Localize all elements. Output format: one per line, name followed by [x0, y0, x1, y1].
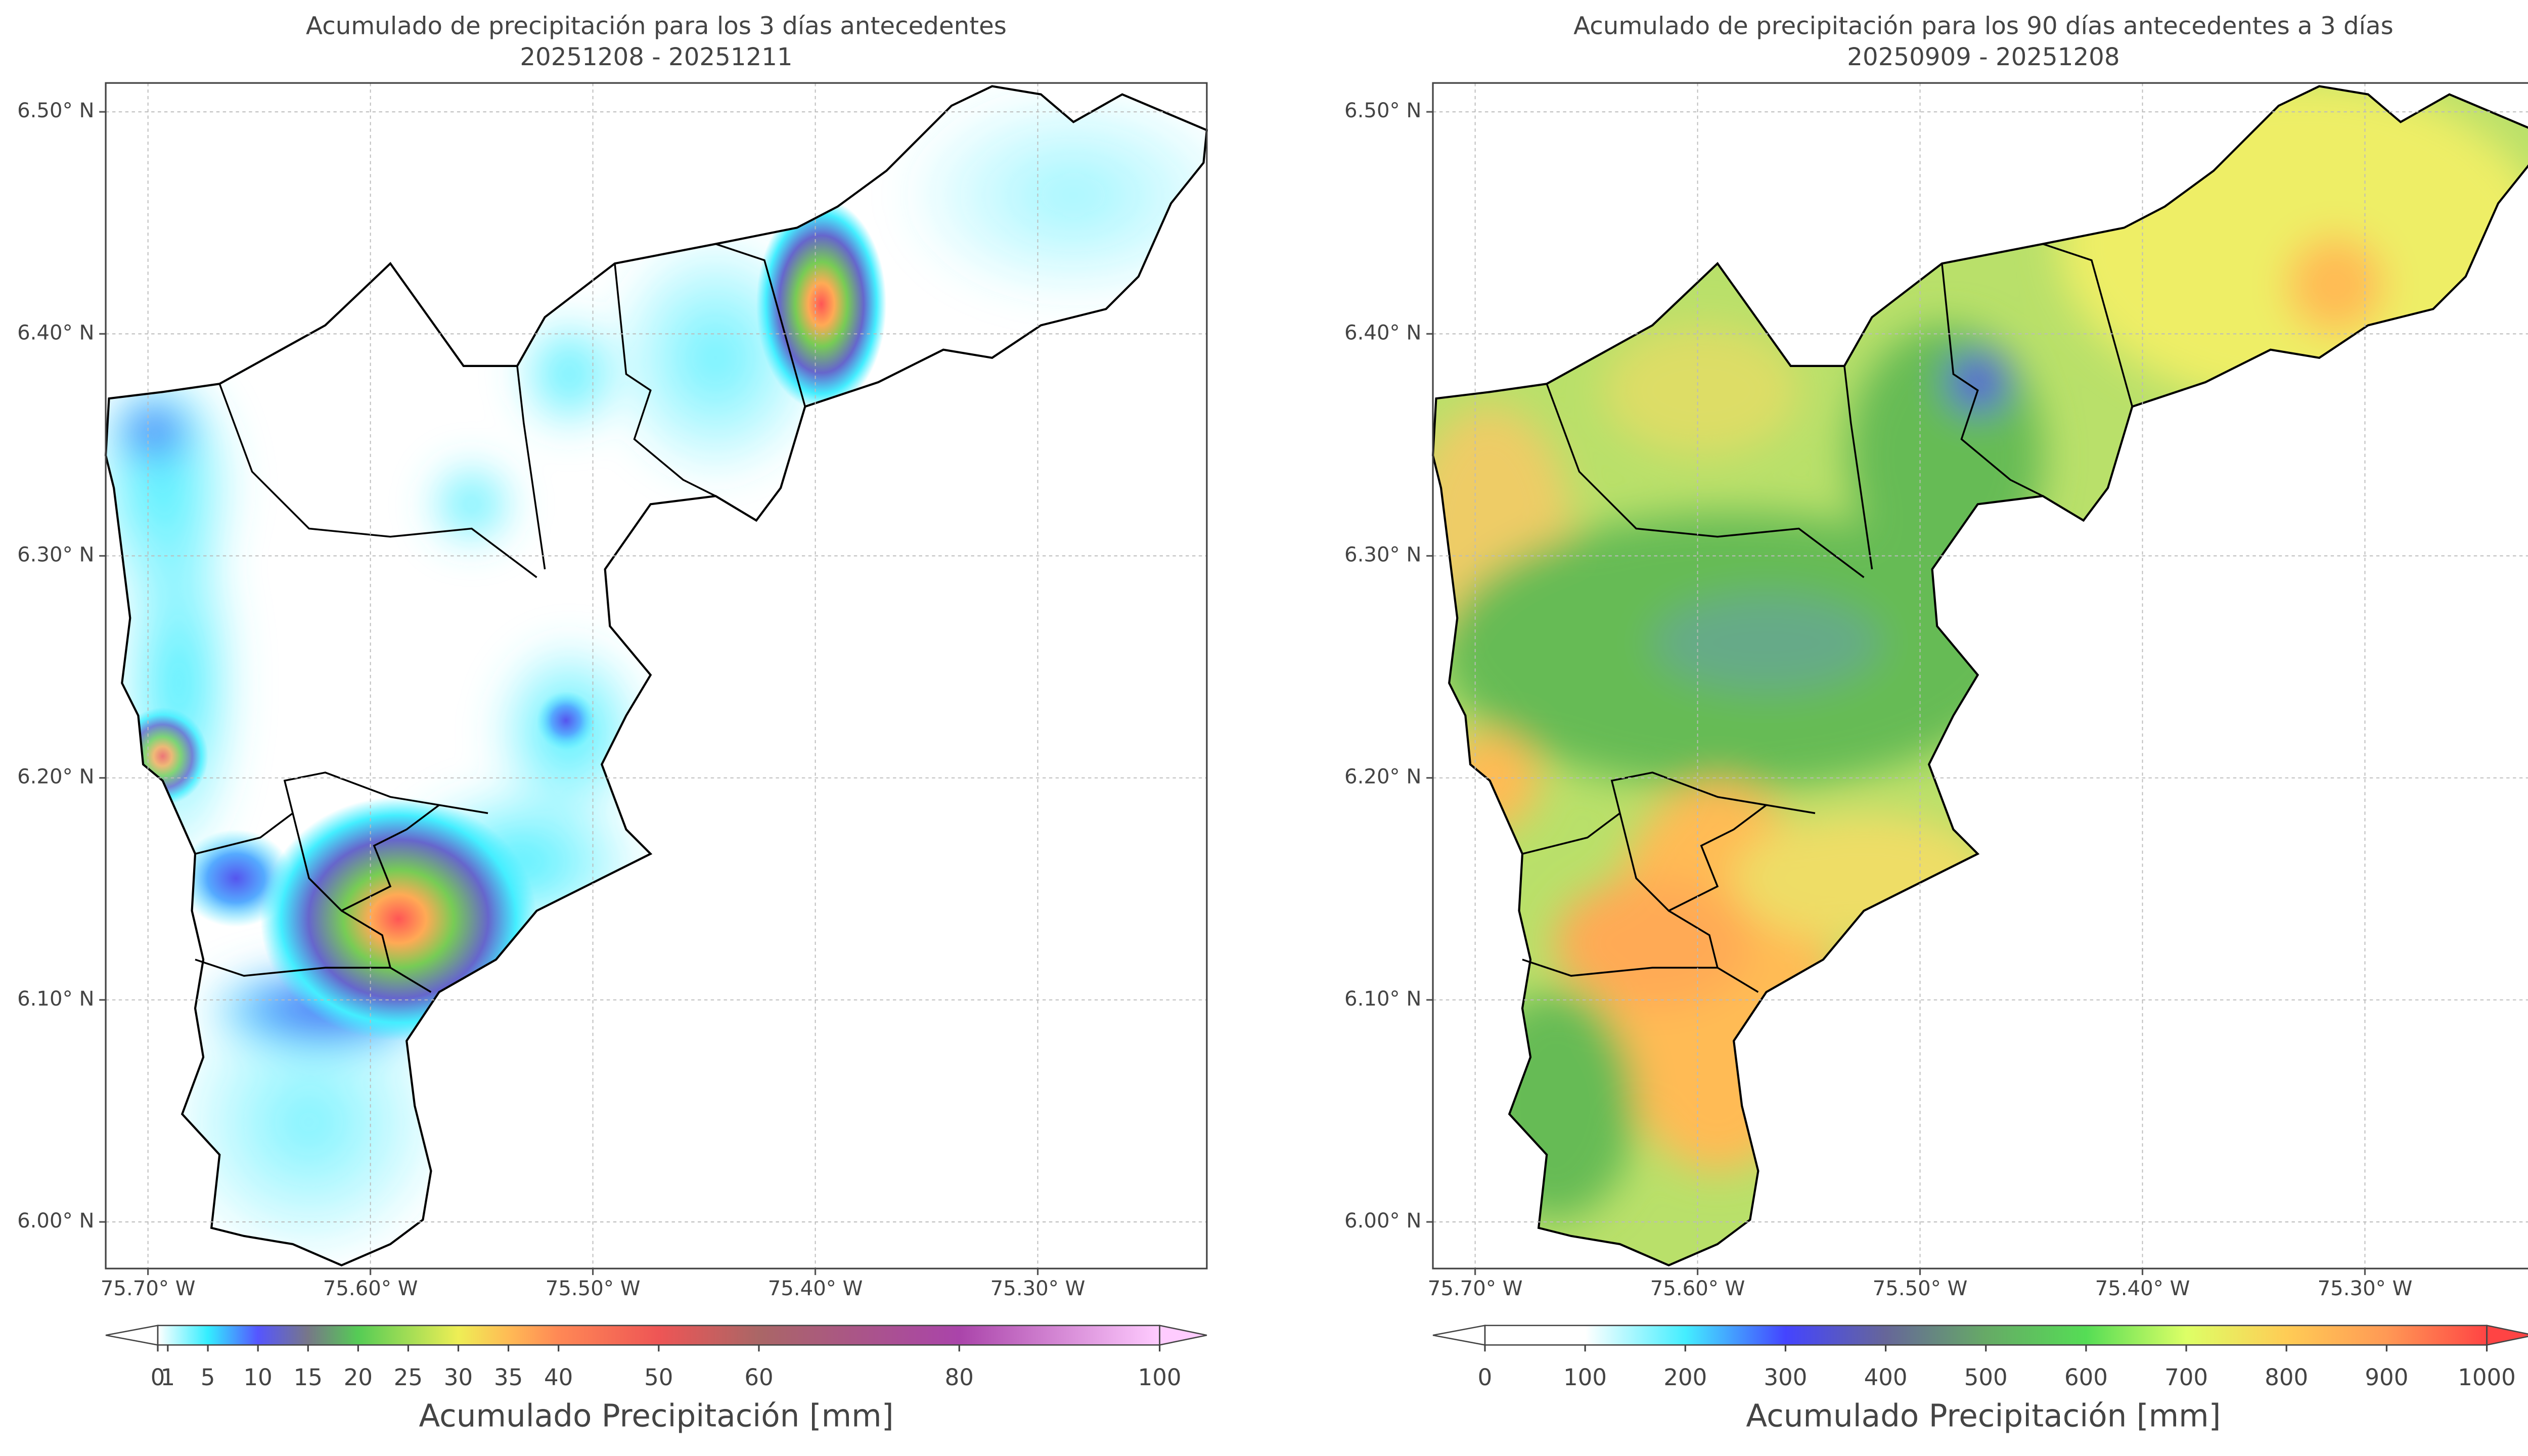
- y-tick-label: 6.20° N: [1344, 765, 1421, 789]
- x-tick-label: 75.40° W: [768, 1277, 863, 1300]
- x-tick-label: 75.70° W: [1428, 1277, 1523, 1300]
- colorbar-tick-label: 200: [1663, 1364, 1707, 1391]
- y-tick-label: 6.00° N: [17, 1209, 94, 1233]
- panel-title: Acumulado de precipitación para los 3 dí…: [306, 12, 1007, 40]
- y-tick-label: 6.10° N: [1344, 987, 1421, 1011]
- x-tick-label: 75.50° W: [546, 1277, 641, 1300]
- y-tick-label: 6.00° N: [1344, 1209, 1421, 1233]
- y-tick-label: 6.40° N: [17, 321, 94, 344]
- x-tick-label: 75.50° W: [1873, 1277, 1968, 1300]
- colorbar-tick-label: 35: [494, 1364, 523, 1391]
- x-tick-label: 75.40° W: [2095, 1277, 2190, 1300]
- y-tick-label: 6.50° N: [1344, 99, 1421, 122]
- panel-subtitle: 20251208 - 20251211: [520, 43, 792, 71]
- colorbar-tick-label: 80: [945, 1364, 974, 1391]
- colorbar-tick-label: 700: [2164, 1364, 2208, 1391]
- colorbar-tick-label: 0: [151, 1364, 165, 1391]
- colorbar-tick-label: 300: [1764, 1364, 1807, 1391]
- colorbar-label: Acumulado Precipitación [mm]: [419, 1398, 893, 1434]
- colorbar-tick-label: 600: [2064, 1364, 2108, 1391]
- x-tick-label: 75.30° W: [2318, 1277, 2413, 1300]
- colorbar-tick-label: 1: [161, 1364, 175, 1391]
- colorbar-tick-label: 30: [444, 1364, 473, 1391]
- colorbar-tick-label: 5: [201, 1364, 215, 1391]
- x-tick-label: 75.60° W: [1650, 1277, 1745, 1300]
- colorbar-extend: [105, 1325, 159, 1346]
- y-tick-label: 6.20° N: [17, 765, 94, 789]
- colorbar-extend: [1432, 1325, 1486, 1346]
- y-tick-label: 6.30° N: [17, 543, 94, 567]
- colorbar-tick-label: 400: [1864, 1364, 1908, 1391]
- colorbar-tick-label: 40: [544, 1364, 573, 1391]
- x-tick-label: 75.60° W: [323, 1277, 418, 1300]
- y-tick-label: 6.10° N: [17, 987, 94, 1011]
- colorbar-tick-label: 10: [244, 1364, 273, 1391]
- y-tick-label: 6.50° N: [17, 99, 94, 122]
- x-tick-label: 75.70° W: [101, 1277, 196, 1300]
- colorbar: [1484, 1325, 2487, 1345]
- colorbar-tick-label: 60: [744, 1364, 773, 1391]
- colorbar-tick-label: 100: [1563, 1364, 1607, 1391]
- panel-subtitle: 20250909 - 20251208: [1847, 43, 2119, 71]
- colorbar: [158, 1325, 1160, 1345]
- y-tick-label: 6.40° N: [1344, 321, 1421, 344]
- map-right: [1409, 81, 2528, 1285]
- colorbar-tick-label: 500: [1964, 1364, 2008, 1391]
- colorbar-tick-label: 100: [1138, 1364, 1182, 1391]
- plot-frame: [1432, 82, 2528, 1269]
- colorbar-tick-label: 800: [2265, 1364, 2308, 1391]
- colorbar-tick-label: 25: [394, 1364, 423, 1391]
- colorbar-tick-label: 20: [344, 1364, 373, 1391]
- colorbar-extend: [2486, 1325, 2528, 1346]
- plot-frame: [105, 82, 1208, 1269]
- colorbar-tick-label: 50: [644, 1364, 673, 1391]
- x-tick-label: 75.30° W: [990, 1277, 1086, 1300]
- colorbar-tick-label: 1000: [2458, 1364, 2516, 1391]
- colorbar-tick-label: 15: [294, 1364, 323, 1391]
- colorbar-extend: [1159, 1325, 1207, 1346]
- colorbar-tick-label: 0: [1478, 1364, 1493, 1391]
- y-tick-label: 6.30° N: [1344, 543, 1421, 567]
- colorbar-tick-label: 900: [2365, 1364, 2408, 1391]
- panel-title: Acumulado de precipitación para los 90 d…: [1573, 12, 2394, 40]
- map-left: [81, 81, 1252, 1285]
- colorbar-label: Acumulado Precipitación [mm]: [1746, 1398, 2221, 1434]
